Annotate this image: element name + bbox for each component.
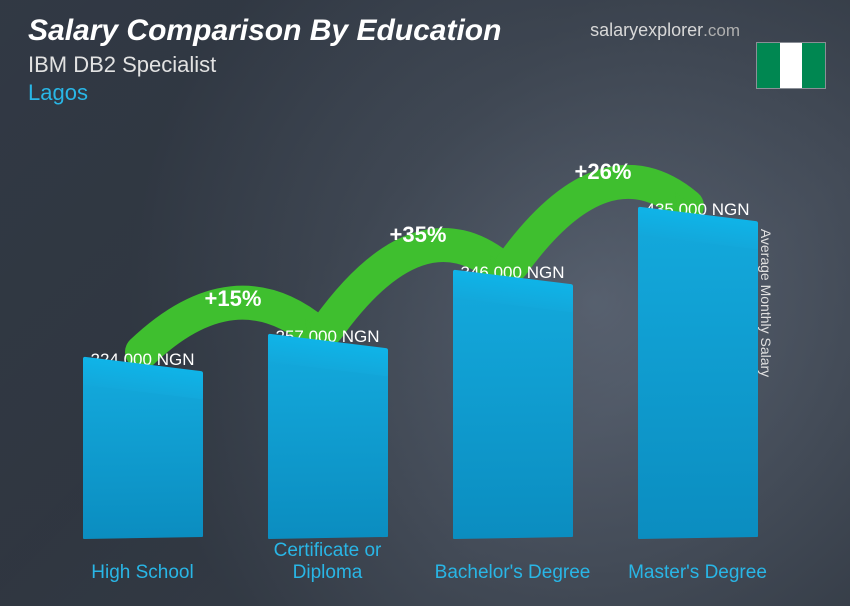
flag-stripe-right	[802, 43, 825, 88]
nigeria-flag-icon	[756, 42, 826, 89]
brand-name: salaryexplorer	[590, 20, 703, 40]
bar-front-0	[83, 377, 203, 539]
bar-2	[453, 290, 573, 539]
bar-label-2: Bachelor's Degree	[423, 562, 603, 584]
page-title: Salary Comparison By Education	[28, 14, 501, 48]
flag-stripe-mid	[780, 43, 803, 88]
bar-front-1	[268, 354, 388, 539]
bar-slot-0: 224,000 NGN High School	[63, 350, 223, 538]
bar-1	[268, 354, 388, 539]
bar-front-2	[453, 290, 573, 539]
job-subtitle: IBM DB2 Specialist	[28, 52, 501, 78]
location-label: Lagos	[28, 80, 501, 106]
header-block: Salary Comparison By Education IBM DB2 S…	[28, 14, 501, 106]
bar-slot-2: 346,000 NGN Bachelor's Degree	[433, 263, 593, 538]
bar-front-3	[638, 227, 758, 539]
bar-slot-1: 257,000 NGN Certificate or Diploma	[248, 327, 408, 538]
bar-slot-3: 435,000 NGN Master's Degree	[618, 200, 778, 538]
salary-chart: +15% +35% +26% 224,000 NGN High School 2…	[50, 145, 790, 588]
brand-logo: salaryexplorer.com	[590, 20, 740, 41]
bar-label-0: High School	[53, 562, 233, 584]
brand-domain: .com	[703, 21, 740, 40]
bar-label-3: Master's Degree	[608, 562, 788, 584]
flag-stripe-left	[757, 43, 780, 88]
bar-0	[83, 377, 203, 539]
bar-3	[638, 227, 758, 539]
bar-label-1: Certificate or Diploma	[238, 540, 418, 584]
bars-container: 224,000 NGN High School 257,000 NGN Cert…	[50, 158, 790, 538]
